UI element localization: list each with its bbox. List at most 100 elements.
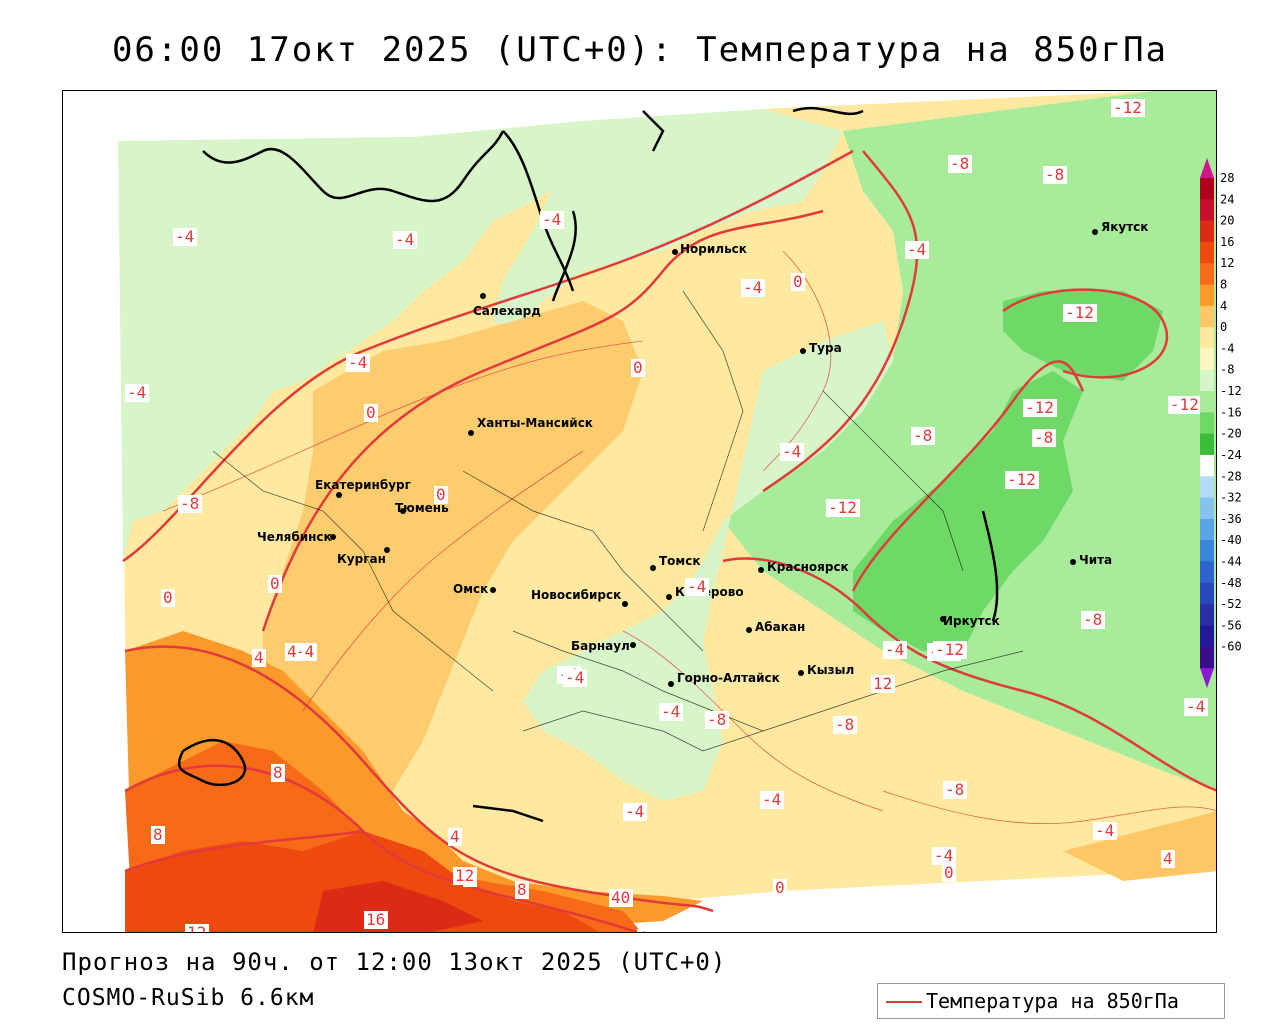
- colorbar-segment: [1200, 625, 1214, 648]
- city-dot: [1070, 559, 1076, 565]
- isotherm-label-text: 4: [450, 827, 460, 846]
- isotherm-label-bg: [1111, 99, 1145, 117]
- isotherm-label-bg: [125, 384, 149, 402]
- isotherm-label-bg: [1168, 396, 1202, 414]
- city-dot: [384, 547, 390, 553]
- city-chita: Чита: [1070, 553, 1112, 567]
- isotherm-label-bg: [942, 864, 956, 882]
- isotherm-label-text: 0: [163, 588, 173, 607]
- colorbar-segment: [1200, 220, 1214, 243]
- isotherm-label-text: -12: [1025, 398, 1054, 417]
- colorbar-tick-label: -44: [1220, 554, 1242, 568]
- isotherm-label-text: 12: [873, 674, 892, 693]
- legend-line-swatch: [886, 1001, 922, 1003]
- isotherm-label-bg: [1081, 611, 1105, 629]
- colorbar-segment: [1200, 305, 1214, 328]
- isotherm-label-bg: [453, 867, 477, 885]
- colorbar-tick-label: -12: [1220, 384, 1242, 398]
- colorbar-segment: [1200, 433, 1214, 456]
- isotherm-label-bg: [883, 641, 907, 659]
- lake-balkhash: [177, 739, 247, 787]
- region-border: [212, 450, 494, 692]
- cold-core-baikal: [853, 371, 1083, 651]
- cold-core-northeast: [1003, 291, 1163, 381]
- isotherm-label-text: 0: [366, 403, 376, 422]
- city-label: Абакан: [755, 620, 805, 634]
- city-label: Екатеринбург: [315, 478, 411, 492]
- city-omsk: Омск: [453, 582, 496, 596]
- isotherm-label-text: -4: [687, 577, 706, 596]
- isotherm-label-bg: [161, 589, 175, 607]
- transition-zone: [523, 321, 893, 801]
- isotherm-label-bg: [364, 911, 388, 929]
- isotherm-labels-layer: -12-8-8-4-4-4-40-4-12-12 -12-8-4-4-4-8 -12…: [125, 98, 1208, 932]
- isotherm-label-bg: [623, 803, 647, 821]
- isotherm-label: 4: [1161, 849, 1175, 868]
- isotherm-line: [124, 764, 641, 932]
- isotherm-label: 12: [871, 674, 895, 693]
- isotherm-label-text: 0: [436, 485, 446, 504]
- city-abakan: Абакан: [746, 620, 805, 634]
- isotherm-label-text: 0: [775, 878, 785, 897]
- colorbar-tick-label: 4: [1220, 299, 1227, 313]
- isotherm-label-bg: [948, 155, 972, 173]
- isotherm-label: 4: [448, 827, 462, 846]
- isotherm-label-bg: [563, 669, 587, 687]
- colorbar-tick-label: 20: [1220, 214, 1234, 228]
- isotherm-label: 0: [942, 863, 956, 882]
- forecast-info: Прогноз на 90ч. от 12:00 13окт 2025 (UTC…: [62, 948, 727, 976]
- city-krasnoyarsk: Красноярск: [758, 560, 849, 574]
- isotherm-label: -8: [1043, 165, 1067, 184]
- isotherm-label-bg: [705, 711, 729, 729]
- isotherm-label-text: -12: [828, 498, 857, 517]
- isotherm-label-bg: [932, 847, 956, 865]
- colorbar-segment: [1200, 412, 1214, 435]
- isotherm-label-text: -4: [907, 240, 926, 259]
- colorbar-tick-label: 12: [1220, 256, 1234, 270]
- isotherm-label: 16: [364, 910, 388, 929]
- city-label: Иркутск: [943, 614, 1000, 628]
- city-label: Чита: [1079, 553, 1112, 567]
- colorbar-segment: [1200, 284, 1214, 307]
- city-dot: [330, 534, 336, 540]
- isotherm-label: 0: [161, 588, 175, 607]
- isotherm-label-text: -12: [935, 640, 964, 659]
- city-label: Кызыл: [807, 663, 854, 677]
- isotherm-label-text: -8: [1045, 165, 1064, 184]
- isotherm-label-bg: [540, 211, 564, 229]
- isotherm-label: -4: [1184, 697, 1208, 716]
- isotherm-label: -4: [659, 702, 683, 721]
- city-dot: [800, 348, 806, 354]
- isotherm-label: -4: [346, 353, 370, 372]
- isotherm-label-text: -4: [762, 790, 781, 809]
- colorbar-tick-label: -52: [1220, 597, 1242, 611]
- colorbar-segment: [1200, 476, 1214, 499]
- isotherm-label-text: -8: [950, 154, 969, 173]
- isotherm-label-bg: [178, 495, 202, 513]
- isotherm-label-text: -4: [782, 442, 801, 461]
- isotherm-label-bg: [271, 764, 285, 782]
- isotherm-label: 0: [434, 485, 448, 504]
- region-borders: [212, 290, 1024, 752]
- isotherm-label: -8: [1032, 428, 1056, 447]
- city-dot: [758, 567, 764, 573]
- isotherm-label-bg: [780, 443, 804, 461]
- city-dot: [336, 492, 342, 498]
- city-norilsk: Норильск: [672, 242, 747, 256]
- colorbar-tick-label: -20: [1220, 427, 1242, 441]
- city-dot: [672, 249, 678, 255]
- city-kyzyl: Кызыл: [798, 663, 854, 677]
- colorbar-tick-label: -60: [1220, 640, 1242, 654]
- city-kurgan: Курган: [337, 547, 390, 566]
- legend: Температура на 850гПа: [877, 983, 1225, 1019]
- city-dot: [622, 601, 628, 607]
- isotherm-label-text: -4: [661, 702, 680, 721]
- isotherm-label: -4: [393, 230, 417, 249]
- isotherm-label-bg: [760, 791, 784, 809]
- colorbar-segment: [1200, 241, 1214, 264]
- isotherm-label-text: -8: [913, 426, 932, 445]
- isotherm-label-bg: [1184, 698, 1208, 716]
- city-label: Якутск: [1101, 220, 1148, 234]
- colorbar-tick-label: -4: [1220, 341, 1234, 355]
- isotherm-label-text: 0: [944, 863, 954, 882]
